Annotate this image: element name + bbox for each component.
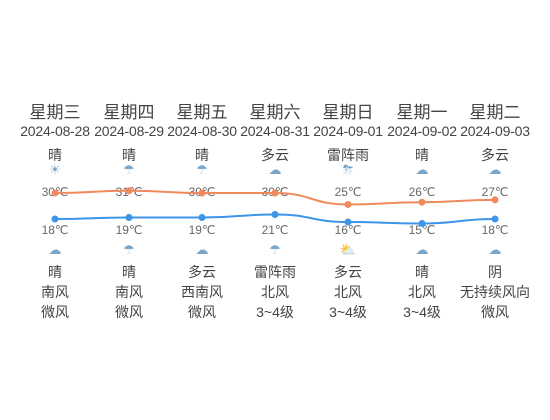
high-temp-label: 25℃ — [334, 185, 362, 199]
wind-level: 3~4级 — [403, 304, 441, 320]
day-condition: 晴 — [122, 147, 136, 163]
partly-cloudy-icon: ⛅ — [339, 242, 357, 257]
low-temp-label: 15℃ — [408, 223, 436, 237]
night-condition: 晴 — [122, 264, 136, 280]
wind-level: 微风 — [41, 304, 69, 320]
wind-level: 微风 — [115, 304, 143, 320]
weekday-label: 星期日 — [322, 103, 374, 122]
wind-direction: 北风 — [408, 284, 436, 300]
day-condition: 晴 — [415, 147, 429, 163]
high-temp-label: 30℃ — [188, 185, 216, 199]
wind-level: 3~4级 — [329, 304, 367, 320]
cloud-icon: ☁ — [488, 162, 502, 177]
night-condition: 阴 — [488, 264, 502, 280]
weekday-label: 星期六 — [249, 103, 301, 122]
wind-level: 微风 — [188, 304, 216, 320]
night-condition: 晴 — [48, 264, 62, 280]
cloud-icon: ☁ — [488, 242, 502, 257]
weekday-label: 星期一 — [396, 103, 448, 122]
rain-icon: ☂ — [269, 242, 281, 257]
wind-direction: 无持续风向 — [460, 284, 530, 300]
low-temp-label: 19℃ — [115, 223, 143, 237]
weekday-label: 星期五 — [176, 103, 228, 122]
day-column: 星期三 2024-08-28 晴 30℃ 18℃ 晴南风微风 ☀ ☁ — [18, 0, 92, 420]
date-label: 2024-08-30 — [167, 123, 237, 139]
day-column: 星期五 2024-08-30 晴 30℃ 19℃ 多云西南风微风 ☂ ☁ — [165, 0, 239, 420]
day-column: 星期一 2024-09-02 晴 26℃ 15℃ 晴北风 3~4级 ☁ ☁ — [385, 0, 459, 420]
rain-icon: ☂ — [123, 162, 135, 177]
weekday-label: 星期四 — [103, 103, 155, 122]
date-label: 2024-09-01 — [313, 123, 383, 139]
wind-direction: 西南风 — [181, 284, 223, 300]
cloud-icon: ☁ — [48, 242, 62, 257]
day-column: 星期日 2024-09-01 雷阵雨 25℃ 16℃ 多云北风 3~4级 ⛈ ⛅ — [311, 0, 385, 420]
high-temp-label: 31℃ — [115, 185, 143, 199]
low-temp-label: 18℃ — [481, 223, 509, 237]
high-temp-label: 26℃ — [408, 185, 436, 199]
day-condition: 晴 — [48, 147, 62, 163]
cloud-icon: ☁ — [415, 242, 429, 257]
day-column: 星期二 2024-09-03 多云 27℃ 18℃ 阴无持续风向微风 ☁ ☁ — [458, 0, 532, 420]
low-temp-label: 19℃ — [188, 223, 216, 237]
day-condition: 多云 — [481, 147, 509, 163]
day-condition: 雷阵雨 — [327, 147, 369, 163]
day-column: 星期四 2024-08-29 晴 31℃ 19℃ 晴南风微风 ☂ ☂ — [92, 0, 166, 420]
weekday-label: 星期三 — [29, 103, 81, 122]
day-column: 星期六 2024-08-31 多云 30℃ 21℃ 雷阵雨北风 3~4级 ☁ ☂ — [238, 0, 312, 420]
high-temp-label: 30℃ — [261, 185, 289, 199]
low-temp-label: 18℃ — [41, 223, 69, 237]
wind-direction: 北风 — [334, 284, 362, 300]
date-label: 2024-09-02 — [387, 123, 457, 139]
wind-direction: 北风 — [261, 284, 289, 300]
wind-level: 微风 — [481, 304, 509, 320]
rain-icon: ☂ — [196, 162, 208, 177]
high-temp-label: 30℃ — [41, 185, 69, 199]
night-condition: 多云 — [188, 264, 216, 280]
wind-direction: 南风 — [41, 284, 69, 300]
low-temp-label: 16℃ — [334, 223, 362, 237]
night-condition: 晴 — [415, 264, 429, 280]
cloud-icon: ☁ — [268, 162, 282, 177]
cloud-icon: ☁ — [415, 162, 429, 177]
sun-icon: ☀ — [49, 162, 61, 177]
day-condition: 晴 — [195, 147, 209, 163]
wind-level: 3~4级 — [256, 304, 294, 320]
wind-direction: 南风 — [115, 284, 143, 300]
weekday-label: 星期二 — [469, 103, 521, 122]
date-label: 2024-08-31 — [240, 123, 310, 139]
date-label: 2024-08-28 — [20, 123, 90, 139]
cloud-icon: ☁ — [195, 242, 209, 257]
date-label: 2024-08-29 — [94, 123, 164, 139]
night-condition: 多云 — [334, 264, 362, 280]
low-temp-label: 21℃ — [261, 223, 289, 237]
night-condition: 雷阵雨 — [254, 264, 296, 280]
thunder-icon: ⛈ — [342, 162, 354, 177]
date-label: 2024-09-03 — [460, 123, 530, 139]
rain-icon: ☂ — [123, 242, 135, 257]
high-temp-label: 27℃ — [481, 185, 509, 199]
day-condition: 多云 — [261, 147, 289, 163]
